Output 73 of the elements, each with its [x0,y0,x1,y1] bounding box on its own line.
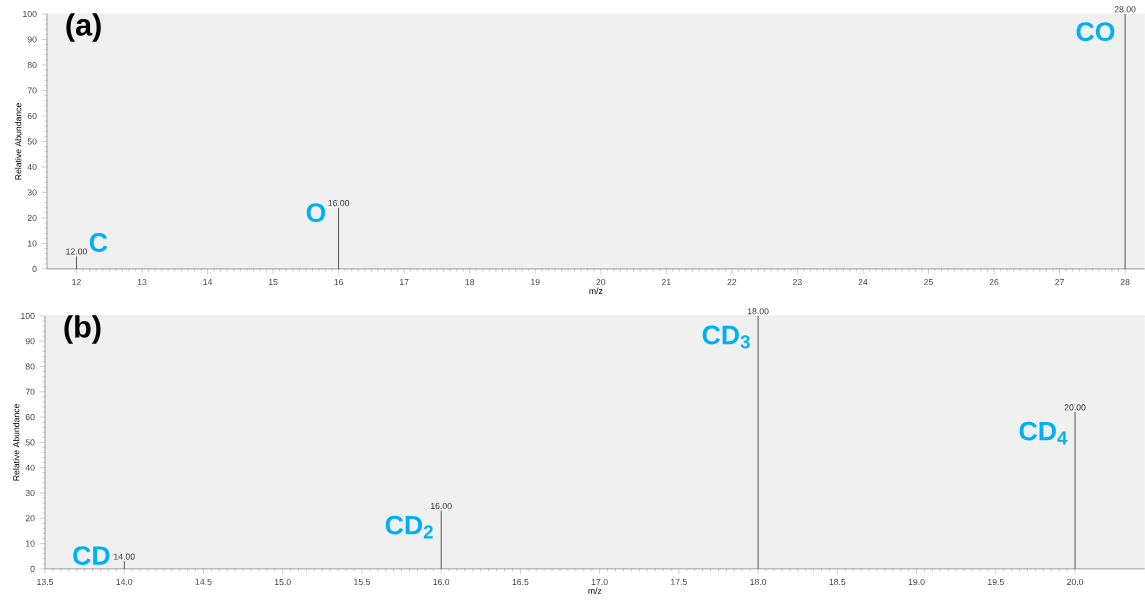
x-tick-label: 16 [334,279,344,286]
y-tick-label: 50 [25,439,35,446]
y-tick-label: 100 [23,11,37,18]
y-tick-label: 100 [21,312,35,320]
annotation: 12.00 [66,248,87,255]
x-tick-label: 12 [72,279,81,286]
x-tick-label: 23 [793,279,802,286]
x-tick-label: 17 [400,279,409,285]
x-tick-label: 20.0 [1067,578,1084,586]
x-tick-label: 18.0 [750,578,767,586]
x-tick-label: 14.5 [195,578,212,586]
annotation: 14.00 [114,553,135,560]
x-tick-label: 18 [465,279,475,286]
x-tick-label: 14.0 [116,578,133,586]
chart-title: (b) [64,315,101,344]
y-tick-label: 40 [25,464,35,471]
y-tick-label: 20 [27,214,37,222]
x-tick-label: 15.0 [274,578,291,586]
y-tick-label: 70 [25,388,35,395]
annotation: 18.00 [747,308,769,315]
annotation: CD [73,546,110,566]
y-tick-label: 0 [30,565,35,572]
x-tick-label: 17.0 [591,578,608,586]
x-tick-label: 20 [596,279,606,286]
x-tick-label: 16.0 [433,578,450,586]
y-tick-label: 80 [27,61,37,69]
x-tick-label: 21 [661,279,671,286]
y-tick-label: 90 [25,338,35,345]
x-tick-label: 22 [727,279,737,286]
annotation: 16.00 [430,503,452,510]
x-axis-title: m/z [589,287,603,295]
x-tick-label: 16.5 [512,578,529,586]
x-tick-label: 19.5 [988,578,1004,586]
annotation: CD$_{2}$ [385,515,433,539]
y-tick-label: 0 [32,265,37,273]
annotation: CD$_{3}$ [702,325,750,349]
y-tick-label: 10 [25,540,35,547]
y-tick-label: 40 [27,163,37,171]
y-tick-label: 80 [25,363,35,370]
y-tick-label: 30 [27,189,37,196]
x-tick-label: 15 [268,279,278,286]
x-tick-label: 24 [858,279,868,286]
y-tick-label: 90 [27,36,37,43]
x-tick-label: 15.5 [354,578,370,586]
x-tick-label: 25 [924,279,933,286]
annotation: 20.00 [1064,404,1086,411]
x-tick-label: 26 [989,279,999,286]
chart-title: (a) [66,13,101,42]
y-tick-label: 50 [27,138,37,145]
x-tick-label: 13.5 [37,578,54,586]
y-tick-label: 10 [27,240,37,247]
x-tick-label: 14 [203,279,213,285]
y-axis-title: Relative Abundance [14,103,22,180]
y-tick-label: 70 [27,87,37,94]
annotation: 16.00 [328,200,350,207]
x-tick-label: 28 [1120,279,1130,286]
x-tick-label: 19 [531,279,540,286]
y-tick-label: 60 [27,112,37,120]
y-tick-label: 60 [25,414,35,421]
x-tick-label: 17.5 [671,578,687,586]
y-tick-label: 30 [25,489,35,497]
x-tick-label: 13 [137,279,147,286]
annotation: CO [1076,22,1115,42]
annotation: O [306,203,326,223]
y-axis-title: Relative Abundance [12,404,20,481]
annotation: C [89,233,108,252]
x-tick-label: 19.0 [908,578,925,586]
x-axis-title: m/z [588,587,602,594]
x-tick-label: 18.5 [829,578,846,586]
annotation: 28.00 [1114,6,1136,13]
y-tick-label: 20 [25,515,35,522]
x-tick-label: 27 [1055,279,1064,286]
annotation: CD$_{4}$ [1019,421,1068,445]
